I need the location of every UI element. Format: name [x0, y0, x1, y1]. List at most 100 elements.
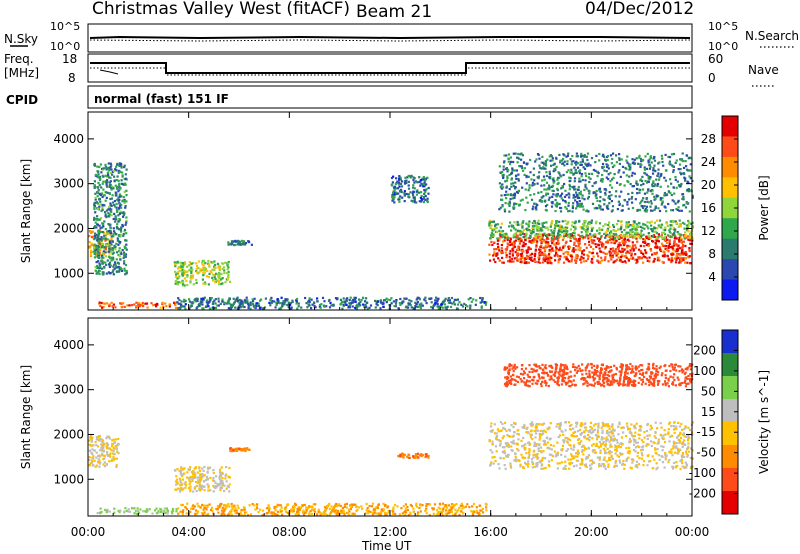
data-cell: [243, 511, 247, 514]
data-cell: [345, 299, 348, 303]
data-cell: [91, 461, 94, 464]
data-cell: [95, 464, 98, 467]
data-cell: [398, 513, 401, 516]
data-cell: [579, 258, 582, 261]
data-cell: [508, 200, 511, 203]
data-cell: [688, 175, 691, 178]
data-cell: [194, 298, 197, 301]
data-cell: [665, 241, 668, 244]
data-cell: [161, 301, 164, 304]
data-cell: [504, 248, 507, 251]
data-cell: [218, 483, 222, 486]
data-cell: [209, 466, 212, 469]
data-cell: [624, 166, 627, 170]
data-cell: [221, 506, 224, 509]
data-cell: [94, 244, 98, 247]
data-cell: [93, 226, 96, 229]
data-cell: [322, 512, 325, 516]
data-cell: [662, 254, 665, 257]
data-cell: [367, 512, 370, 515]
data-cell: [615, 239, 618, 242]
data-cell: [362, 303, 365, 306]
data-cell: [109, 227, 112, 230]
data-cell: [112, 256, 115, 259]
data-cell: [110, 235, 113, 238]
data-cell: [188, 298, 191, 301]
data-cell: [95, 226, 98, 229]
data-cell: [236, 504, 239, 507]
data-cell: [576, 205, 579, 208]
data-cell: [98, 435, 101, 438]
data-cell: [504, 202, 507, 205]
data-cell: [330, 505, 333, 508]
data-cell: [645, 173, 648, 176]
data-cell: [177, 271, 180, 274]
data-cell: [356, 508, 359, 511]
data-cell: [495, 248, 498, 251]
data-cell: [682, 253, 685, 256]
data-cell: [230, 509, 233, 512]
data-cell: [227, 513, 230, 516]
data-cell: [107, 162, 110, 165]
data-cell: [601, 162, 605, 166]
data-cell: [601, 208, 604, 211]
data-cell: [404, 514, 407, 517]
data-cell: [594, 181, 597, 184]
data-cell: [218, 269, 221, 272]
data-cell: [357, 506, 360, 509]
data-cell: [98, 184, 101, 187]
data-cell: [247, 240, 250, 243]
data-cell: [639, 249, 642, 253]
data-cell: [110, 301, 113, 304]
data-cell: [498, 249, 501, 252]
data-cell: [558, 248, 561, 251]
data-cell: [510, 182, 513, 185]
data-cell: [595, 245, 598, 249]
data-cell: [512, 246, 515, 249]
data-cell: [498, 233, 502, 236]
data-cell: [181, 269, 184, 272]
data-cell: [627, 222, 630, 225]
data-cell: [547, 198, 550, 201]
data-cell: [685, 154, 688, 157]
data-cell: [630, 252, 633, 255]
data-cell: [103, 465, 107, 468]
data-cell: [557, 242, 560, 245]
data-cell: [229, 447, 232, 450]
data-cell: [440, 511, 443, 514]
data-cell: [640, 184, 643, 187]
data-cell: [241, 304, 244, 307]
data-cell: [584, 172, 587, 175]
data-cell: [509, 238, 512, 241]
data-cell: [671, 209, 675, 212]
data-cell: [195, 281, 198, 284]
data-cell: [219, 481, 222, 484]
data-cell: [228, 466, 231, 470]
data-cell: [203, 465, 206, 469]
data-cell: [477, 513, 480, 516]
data-cell: [155, 305, 158, 308]
data-cell: [100, 443, 103, 446]
data-cell: [122, 183, 125, 186]
data-cell: [657, 233, 660, 236]
data-cell: [111, 194, 114, 197]
data-cell: [209, 489, 212, 492]
data-cell: [539, 236, 542, 240]
data-cell: [398, 302, 401, 305]
data-cell: [426, 197, 429, 200]
data-cell: [496, 237, 499, 240]
data-cell: [664, 226, 667, 229]
data-cell: [450, 505, 453, 508]
data-cell: [650, 161, 653, 164]
data-cell: [421, 177, 424, 180]
data-cell: [154, 509, 157, 512]
data-cell: [638, 256, 641, 259]
data-cell: [564, 230, 567, 233]
data-cell: [630, 197, 633, 200]
data-cell: [392, 300, 395, 303]
data-cell: [584, 243, 587, 246]
data-cell: [663, 254, 666, 257]
data-cell: [658, 226, 661, 229]
data-cell: [196, 299, 199, 302]
data-cell: [631, 244, 634, 247]
